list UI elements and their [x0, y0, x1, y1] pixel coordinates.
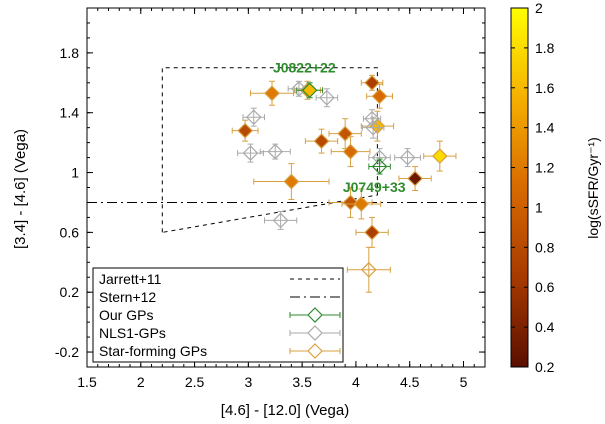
diamond-marker [337, 125, 354, 142]
y-tick-label: 1.8 [60, 45, 80, 61]
diamond-marker [267, 143, 284, 160]
sf-gp-point [250, 80, 295, 106]
annotation-label: J0822+22 [273, 59, 336, 75]
y-tick-label: 0.2 [60, 284, 80, 300]
x-tick-label: 1.5 [77, 374, 97, 390]
legend-label: Star-forming GPs [99, 343, 207, 359]
our-gp-point [296, 82, 324, 99]
axes: 1.5 2 2.5 3 3.5 4 4.5 5 -0.2 0.2 0.6 1 1.4 1.8 [55, 7, 486, 390]
diamond-marker [264, 85, 280, 102]
x-tick-label: 3 [244, 374, 252, 390]
diamond-marker [342, 143, 359, 160]
diamond-marker [301, 82, 318, 99]
diamond-marker [237, 122, 253, 139]
legend-swatch-diamond [307, 343, 323, 359]
x-tick-label: 4 [352, 374, 360, 390]
sf-gp-point [304, 128, 339, 154]
diamond-marker [371, 88, 388, 105]
diamond-marker [407, 170, 423, 187]
diamond-marker [291, 80, 307, 97]
diamond-marker [364, 110, 380, 127]
legend-swatch-diamond [307, 325, 323, 341]
colorbar-tick-label: 1 [535, 199, 543, 215]
plot-area: J0822+22 J0749+33 [87, 59, 485, 293]
diamond-marker [242, 145, 259, 161]
annotation-label: J0749+33 [343, 179, 406, 195]
colorbar: 0.2 0.4 0.6 0.8 1 1.2 1.4 1.6 1.8 2 log(sSFR/Gyr⁻¹… [510, 0, 601, 375]
our-gp-point [368, 158, 391, 175]
colorbar-tick-label: 0.2 [535, 359, 555, 375]
legend: Jarrett+11 Stern+12 Our GPs NLS1-GPs Star-fo… [92, 267, 344, 363]
nls1-gp-point [362, 109, 382, 129]
y-tick-label: 1.4 [60, 105, 80, 121]
colorbar-tick-label: 1.6 [535, 80, 555, 96]
diamond-marker [272, 212, 289, 229]
colorbar-tick-label: 2 [535, 0, 543, 16]
diamond-marker [371, 158, 388, 175]
sf-gp-point [360, 110, 395, 142]
legend-swatch-diamond [307, 307, 323, 323]
legend-label: Our GPs [99, 307, 153, 323]
diamond-marker [353, 196, 370, 212]
y-tick-label: -0.2 [55, 344, 79, 360]
sf-gp-point [346, 246, 391, 293]
sf-gp-point [330, 136, 371, 168]
sf-gp-point [328, 118, 362, 150]
diamond-marker [342, 194, 359, 211]
x-tick-label: 2 [137, 374, 145, 390]
nls1-gp-point [394, 148, 421, 168]
legend-swatch-marker [289, 325, 341, 341]
diamond-marker [364, 74, 380, 91]
y-axis-label: [3.4] - [4.6] (Vega) [12, 129, 29, 249]
nls1-gp-point [237, 143, 264, 163]
x-tick-label: 4.5 [400, 374, 420, 390]
sf-gp-point [398, 166, 432, 191]
legend-swatch-marker [289, 307, 341, 323]
diamond-marker [360, 261, 377, 278]
sf-gp-point [341, 188, 382, 220]
nls1-gp-point [263, 210, 298, 230]
diamond-marker [399, 149, 416, 166]
nls1-gp-point [315, 88, 339, 108]
sf-gp-point [366, 83, 393, 109]
sf-gp-point [231, 119, 259, 142]
sf-gp-point [253, 163, 330, 200]
x-axis-label: [4.6] - [12.0] (Vega) [221, 402, 349, 419]
nls1-gp-point [259, 143, 291, 160]
sf-gp-point [423, 140, 457, 172]
sf-gp-point [360, 74, 384, 91]
y-tick-label: 0.6 [60, 224, 80, 240]
colorbar-gradient [510, 7, 529, 368]
diamond-marker [365, 119, 381, 136]
colorbar-tick-label: 1.2 [535, 160, 555, 176]
nls1-gp-point [242, 107, 265, 127]
x-tick-label: 5 [460, 374, 468, 390]
diamond-marker [431, 148, 448, 164]
y-tick-label: 1 [71, 165, 79, 181]
colorbar-tick-label: 0.4 [535, 319, 555, 335]
diamond-marker [245, 109, 262, 126]
colorbar-tick-label: 1.8 [535, 40, 555, 56]
colorbar-tick-label: 0.6 [535, 279, 555, 295]
legend-label: NLS1-GPs [99, 325, 166, 341]
diamond-marker [283, 173, 300, 190]
legend-swatch-marker [289, 343, 341, 359]
colorbar-tick-label: 1.4 [535, 120, 555, 136]
colorbar-label: log(sSFR/Gyr⁻¹) [585, 137, 601, 239]
diamond-marker [313, 133, 330, 149]
diamond-marker [319, 89, 335, 106]
x-tick-label: 2.5 [185, 374, 205, 390]
x-tick-label: 3.5 [292, 374, 312, 390]
colorbar-tick-label: 0.8 [535, 239, 555, 255]
sf-gp-point [355, 216, 389, 248]
diamond-marker [364, 224, 380, 241]
legend-label: Jarrett+11 [99, 271, 162, 287]
legend-label: Stern+12 [99, 289, 156, 305]
jarrett-wedge [161, 67, 378, 233]
